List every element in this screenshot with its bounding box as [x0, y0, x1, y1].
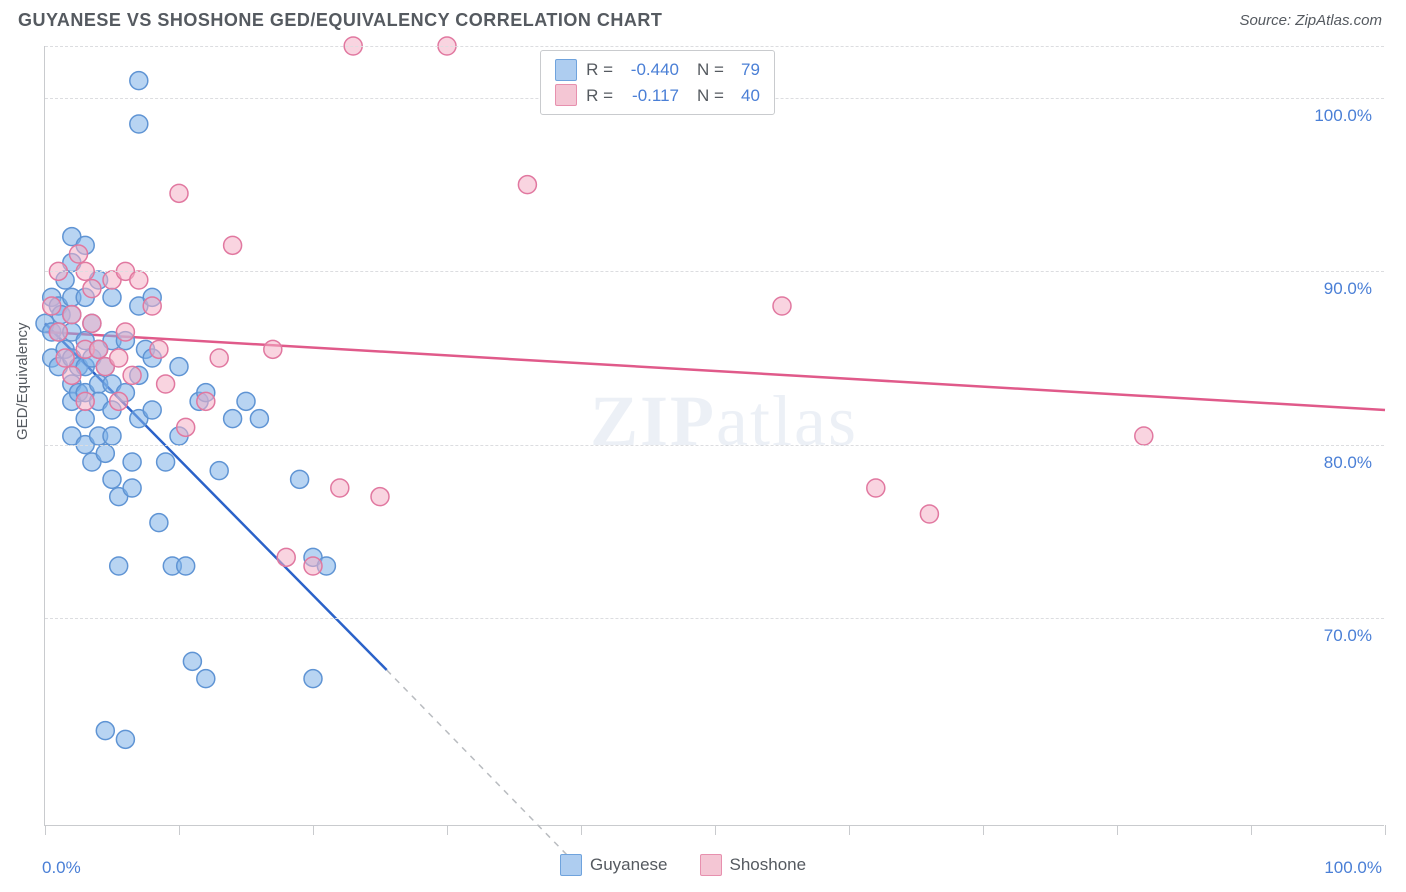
r-value: -0.440: [621, 57, 679, 83]
stats-legend-row: R = -0.440 N = 79: [555, 57, 760, 83]
x-tick: [1117, 825, 1118, 835]
n-value: 40: [732, 83, 760, 109]
legend-label: Shoshone: [730, 855, 807, 875]
r-value: -0.117: [621, 83, 679, 109]
gridline: [45, 46, 1384, 47]
x-tick: [313, 825, 314, 835]
chart-title: GUYANESE VS SHOSHONE GED/EQUIVALENCY COR…: [18, 10, 662, 31]
legend-item: Shoshone: [700, 854, 807, 876]
r-label: R =: [585, 83, 613, 109]
x-tick: [1385, 825, 1386, 835]
x-tick: [849, 825, 850, 835]
legend-swatch: [700, 854, 722, 876]
x-max-label: 100.0%: [1324, 858, 1382, 878]
gridline: [45, 445, 1384, 446]
legend-label: Guyanese: [590, 855, 668, 875]
x-tick: [715, 825, 716, 835]
x-min-label: 0.0%: [42, 858, 81, 878]
stats-legend-row: R = -0.117 N = 40: [555, 83, 760, 109]
r-label: R =: [585, 57, 613, 83]
n-label: N =: [697, 83, 724, 109]
source-label: Source: ZipAtlas.com: [1239, 12, 1382, 29]
y-tick-label: 100.0%: [1314, 106, 1372, 126]
x-tick: [447, 825, 448, 835]
y-tick-label: 70.0%: [1324, 626, 1372, 646]
x-tick: [581, 825, 582, 835]
legend-swatch: [560, 854, 582, 876]
stats-legend: R = -0.440 N = 79 R = -0.117 N = 40: [540, 50, 775, 115]
legend-swatch: [555, 84, 577, 106]
y-tick-label: 80.0%: [1324, 453, 1372, 473]
x-tick: [1251, 825, 1252, 835]
series-legend: Guyanese Shoshone: [560, 854, 806, 876]
x-tick: [983, 825, 984, 835]
x-tick: [45, 825, 46, 835]
gridline: [45, 271, 1384, 272]
n-label: N =: [697, 57, 724, 83]
plot-area: 70.0% 80.0% 90.0% 100.0%: [44, 46, 1384, 826]
gridline: [45, 618, 1384, 619]
legend-swatch: [555, 59, 577, 81]
legend-item: Guyanese: [560, 854, 668, 876]
y-tick-label: 90.0%: [1324, 279, 1372, 299]
n-value: 79: [732, 57, 760, 83]
chart-svg: [45, 46, 1384, 825]
y-axis-title: GED/Equivalency: [14, 322, 31, 440]
x-tick: [179, 825, 180, 835]
